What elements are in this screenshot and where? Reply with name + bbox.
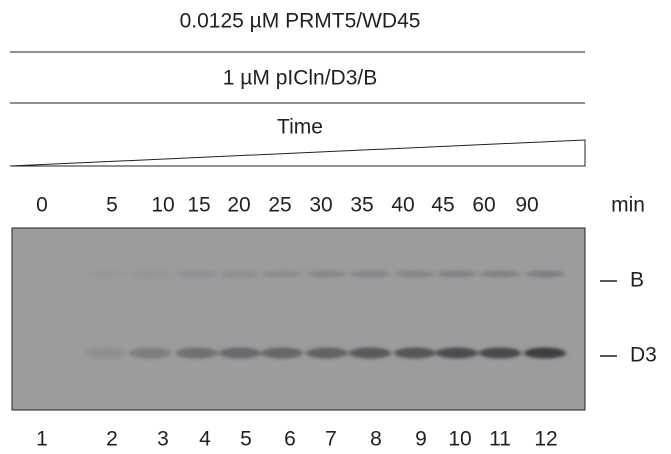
- band: [219, 347, 261, 359]
- gradient-label: Time: [277, 116, 323, 139]
- time-point: 5: [106, 194, 118, 217]
- band: [436, 347, 478, 359]
- band-label: B: [630, 269, 644, 292]
- time-unit: min: [611, 194, 645, 217]
- band: [480, 270, 520, 278]
- time-point: 20: [227, 194, 250, 217]
- band: [129, 347, 171, 359]
- time-point: 10: [151, 194, 174, 217]
- band: [307, 270, 347, 278]
- band: [262, 270, 302, 278]
- time-point: 60: [472, 194, 495, 217]
- band: [130, 270, 170, 278]
- band: [437, 270, 477, 278]
- band: [261, 347, 303, 359]
- band: [306, 347, 348, 359]
- lane-number: 7: [325, 428, 337, 451]
- lane-number: 11: [489, 428, 511, 451]
- time-point: 30: [309, 194, 332, 217]
- time-point: 90: [515, 194, 538, 217]
- gel-bands: [84, 270, 566, 359]
- lane-number: 1: [36, 428, 48, 451]
- substrate-label: 1 µM pICln/D3/B: [223, 67, 378, 90]
- time-point: 40: [391, 194, 414, 217]
- gel: [11, 227, 586, 411]
- lane-number: 2: [106, 428, 118, 451]
- band: [395, 270, 435, 278]
- band: [220, 270, 260, 278]
- band: [85, 271, 125, 278]
- lane-number: 5: [240, 428, 252, 451]
- lane-number: 10: [448, 428, 471, 451]
- band: [350, 270, 390, 278]
- band: [84, 347, 126, 359]
- time-wedge: [9, 139, 586, 167]
- time-point: 15: [187, 194, 210, 217]
- band-label: D3: [630, 344, 657, 367]
- band: [394, 347, 436, 359]
- time-point: 0: [36, 194, 48, 217]
- band: [479, 347, 521, 359]
- lane-number: 12: [534, 428, 557, 451]
- band: [177, 270, 217, 278]
- time-point: 45: [431, 194, 454, 217]
- lane-number: 6: [284, 428, 296, 451]
- time-point: 25: [268, 194, 291, 217]
- lane-number: 4: [199, 428, 211, 451]
- lane-number: 3: [157, 428, 169, 451]
- lane-number: 9: [415, 428, 427, 451]
- enzyme-label: 0.0125 µM PRMT5/WD45: [180, 10, 421, 33]
- band: [525, 270, 565, 278]
- time-point: 35: [350, 194, 373, 217]
- band: [349, 347, 391, 359]
- band: [176, 347, 218, 359]
- band: [524, 347, 566, 359]
- lane-number: 8: [370, 428, 382, 451]
